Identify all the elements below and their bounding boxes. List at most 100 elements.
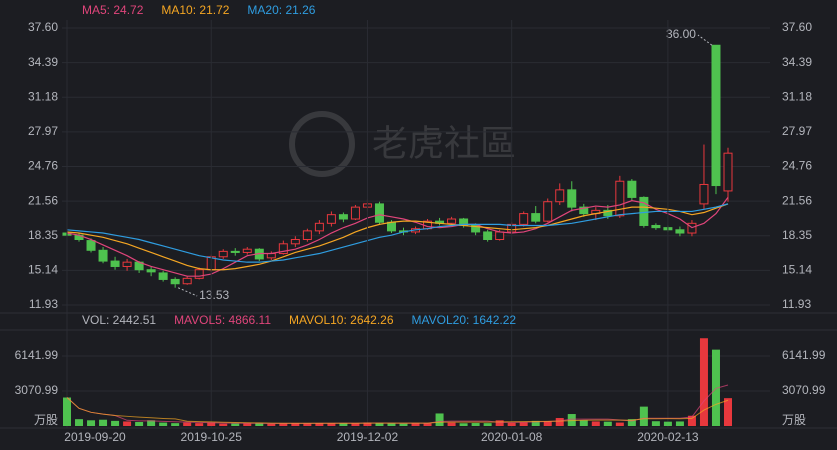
- volume-bar: [627, 419, 636, 426]
- y-tick-label: 24.76: [28, 159, 58, 173]
- candle-body: [651, 224, 661, 229]
- volume-bar: [507, 422, 516, 426]
- candle-body: [290, 238, 300, 245]
- candle-body: [723, 152, 733, 192]
- volume-bar: [387, 423, 396, 426]
- volume-bar: [579, 420, 588, 426]
- y-tick-label: 3070.99: [782, 383, 826, 397]
- candle-body: [302, 230, 312, 240]
- y-tick-label: 6141.99: [782, 348, 826, 362]
- volume-bar: [651, 421, 660, 426]
- volume-bar: [123, 421, 132, 426]
- low-pointer: [177, 287, 198, 297]
- low-label: 13.53: [199, 288, 229, 302]
- y-tick-label: 34.39: [28, 55, 58, 69]
- candle-body: [182, 277, 192, 285]
- volume-bar: [327, 423, 336, 426]
- y-tick-label: 31.18: [782, 89, 812, 103]
- watermark-icon: [289, 111, 355, 177]
- volume-bar: [87, 420, 96, 426]
- candle-body: [314, 222, 324, 232]
- volume-bar: [183, 422, 192, 426]
- candle-body: [603, 209, 613, 217]
- candle-body: [627, 180, 637, 198]
- volume-bar: [591, 421, 600, 426]
- candle-body: [639, 196, 649, 226]
- volume-bar: [231, 423, 240, 426]
- y-tick-label: 27.97: [28, 124, 58, 138]
- y-tick-label: 27.97: [782, 124, 812, 138]
- volume-bar: [207, 422, 216, 426]
- candle-body: [543, 201, 553, 222]
- candle-body: [447, 218, 457, 224]
- legend-item: MA10: 21.72: [161, 3, 229, 17]
- y-tick-label: 34.39: [782, 55, 812, 69]
- volume-bar: [711, 349, 720, 426]
- volume-bar: [459, 423, 468, 426]
- candle-body: [326, 214, 336, 224]
- y-tick-label: 15.14: [782, 263, 812, 277]
- candle-body: [495, 231, 505, 240]
- volume-bar: [135, 422, 144, 426]
- volume-bar: [291, 423, 300, 426]
- candle-body: [579, 206, 589, 215]
- candle-body: [86, 240, 96, 251]
- candle-body: [699, 183, 709, 205]
- high-label: 36.00: [666, 27, 696, 41]
- y-tick-label: 21.56: [28, 193, 58, 207]
- x-tick-label: 2019-10-25: [181, 430, 243, 444]
- candle-body: [483, 231, 493, 240]
- candle-body: [711, 44, 721, 187]
- x-tick-label: 2019-09-20: [64, 430, 126, 444]
- volume-bar: [399, 423, 408, 426]
- volume-bar: [63, 397, 71, 426]
- volume-bar: [447, 422, 456, 426]
- volume-bar: [543, 421, 552, 426]
- legend-item: MAVOL10: 2642.26: [289, 313, 394, 327]
- volume-bar: [471, 423, 480, 426]
- legend-item: MA20: 21.26: [247, 3, 315, 17]
- candle-body: [471, 224, 481, 233]
- candle-body: [110, 260, 120, 267]
- watermark-text: 老虎社區: [372, 123, 516, 164]
- x-tick-label: 2020-01-08: [481, 430, 543, 444]
- volume-bar: [195, 423, 204, 426]
- candle-body: [266, 253, 276, 259]
- y-tick-label: 21.56: [782, 193, 812, 207]
- legend-item: MAVOL20: 1642.22: [412, 313, 517, 327]
- candle-body: [338, 214, 348, 220]
- volume-bar: [519, 422, 528, 426]
- y-unit-label: 万股: [782, 413, 806, 427]
- candle-body: [567, 189, 577, 208]
- y-tick-label: 11.93: [782, 297, 811, 311]
- volume-bar: [147, 420, 156, 426]
- candle-body: [519, 213, 529, 225]
- volume-bar: [243, 423, 252, 426]
- candle-body: [386, 221, 396, 232]
- y-tick-label: 31.18: [28, 89, 58, 103]
- y-tick-label: 11.93: [29, 297, 58, 311]
- candle-body: [531, 213, 541, 222]
- volume-bar: [639, 406, 648, 426]
- volume-bar: [279, 423, 288, 426]
- volume-bar: [99, 419, 108, 426]
- ma-line: [66, 203, 729, 263]
- y-tick-label: 3070.99: [15, 383, 59, 397]
- volume-bar: [663, 421, 672, 426]
- y-tick-label: 6141.99: [15, 348, 59, 362]
- volume-bar: [219, 423, 228, 426]
- y-tick-label: 37.60: [28, 20, 58, 34]
- candle-body: [278, 243, 288, 255]
- volume-bar: [159, 422, 168, 426]
- y-unit-label: 万股: [34, 413, 58, 427]
- volume-bar: [255, 423, 264, 426]
- high-pointer: [697, 34, 713, 46]
- volume-bar: [363, 422, 372, 426]
- volume-bar: [315, 423, 324, 426]
- mavol-line: [66, 397, 729, 424]
- candle-body: [374, 203, 384, 223]
- candle-body: [555, 189, 565, 203]
- y-tick-label: 24.76: [782, 159, 812, 173]
